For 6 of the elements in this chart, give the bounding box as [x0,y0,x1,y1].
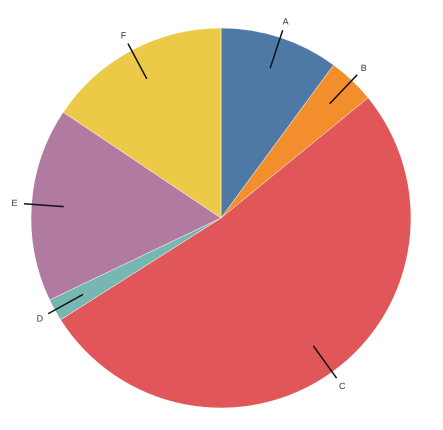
slice-label: F [120,30,127,40]
slice-label: B [360,63,367,74]
slice-label: C [338,381,346,392]
slice-label: D [36,313,44,324]
slice-label: E [11,198,18,208]
slice-label: A [282,16,289,26]
